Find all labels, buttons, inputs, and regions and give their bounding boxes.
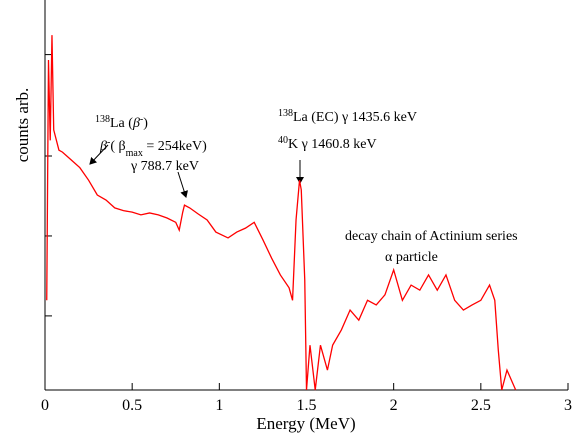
arrow [89, 144, 109, 165]
annotation: 138La (EC) γ 1435.6 keV [278, 108, 417, 126]
annotation-part: β [132, 116, 140, 131]
annotation: 138La (β-) [95, 114, 148, 132]
annotation: α particle [385, 250, 438, 265]
annotation: 40K γ 1460.8 keV [278, 135, 377, 153]
annotation-part: 138 [95, 114, 110, 125]
x-tick-label: 0.5 [122, 397, 142, 414]
annotation-part: ( β [110, 139, 125, 154]
x-tick-label: 1 [215, 397, 223, 414]
annotation-part: decay chain of Actinium series [345, 229, 518, 244]
y-axis-label: counts arb. [13, 88, 32, 163]
spectrum-line [46, 35, 517, 391]
annotation-part: - [107, 137, 110, 148]
x-tick-label: 2.5 [471, 397, 491, 414]
annotation-part: ) [143, 116, 148, 131]
annotation-part: La (EC) γ 1435.6 keV [293, 110, 417, 125]
x-tick-label: 3 [564, 397, 572, 414]
annotation-part: K γ 1460.8 keV [288, 137, 377, 152]
x-axis-label: Energy (MeV) [256, 414, 355, 433]
x-tick-label: 0 [41, 397, 49, 414]
annotation-part: max [126, 148, 143, 159]
x-tick-label: 1.5 [297, 397, 317, 414]
annotation: decay chain of Actinium series [345, 229, 518, 244]
annotation-part: - [140, 114, 143, 125]
annotation-part: 40 [278, 135, 288, 146]
annotation-part: 138 [278, 108, 293, 119]
annotation-part: β [99, 139, 107, 154]
annotation-part: γ 788.7 keV [130, 159, 199, 174]
x-tick-label: 2 [390, 397, 398, 414]
annotation-part: La ( [110, 116, 133, 131]
annotation-part: α particle [385, 250, 438, 265]
annotation: γ 788.7 keV [130, 159, 199, 174]
annotation-part: = 254keV) [143, 139, 207, 154]
annotation: β-( βmax = 254keV) [99, 137, 207, 159]
arrow [177, 171, 188, 198]
